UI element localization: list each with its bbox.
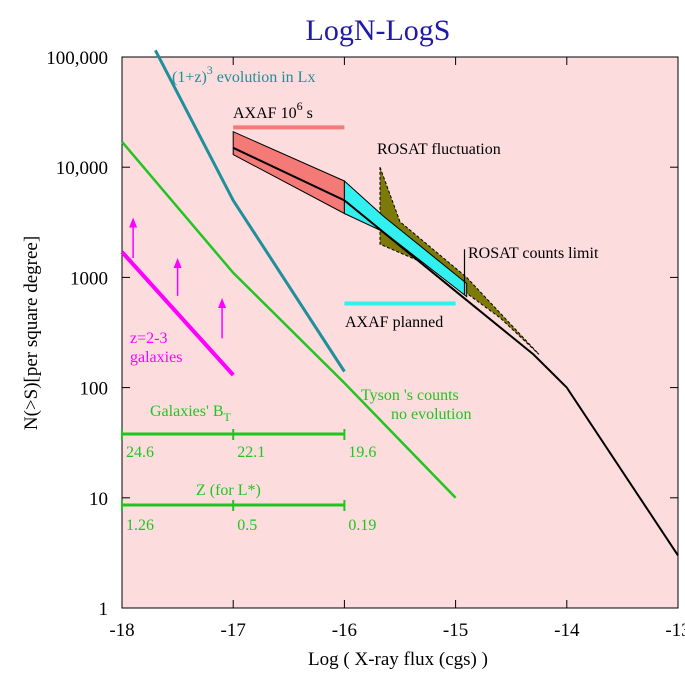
x-tick-label: -18 — [109, 620, 134, 641]
bt-scale-label: 22.1 — [237, 444, 265, 461]
tyson-label-line1: Tyson 's counts — [361, 387, 459, 404]
plot-area — [121, 56, 679, 609]
bt-scale-label: 24.6 — [126, 444, 154, 461]
y-tick-label: 10,000 — [56, 158, 108, 179]
galaxies-arrowhead-0 — [129, 217, 138, 228]
axaf-deep-label: AXAF 106 s — [233, 99, 313, 122]
z-scale-label: 0.5 — [237, 517, 257, 534]
rosat-counts-limit-label: ROSAT counts limit — [468, 245, 599, 262]
x-tick-label: -17 — [221, 620, 246, 641]
lines-layer — [120, 49, 679, 556]
y-tick-label: 100,000 — [46, 48, 108, 69]
series-tyson — [121, 140, 457, 499]
x-tick-label: -15 — [443, 620, 468, 641]
series-evolution — [154, 49, 346, 373]
axaf-deep-label-base: AXAF 10 — [233, 105, 297, 122]
bt-scale-label: Galaxies' BT — [150, 403, 232, 424]
bands-layer — [232, 130, 540, 355]
y-tick-label: 1 — [99, 599, 109, 620]
series-galaxies — [120, 250, 235, 377]
series-ideal — [232, 146, 679, 556]
evolution-annotation-base: (1+z) — [172, 69, 207, 86]
z-scale-label: 1.26 — [126, 517, 154, 534]
rosat-fluctuation-band — [379, 167, 540, 355]
z-scale-label: Z (for L*) — [196, 482, 261, 499]
x-axis-label: Log ( X-ray flux (cgs) ) — [308, 649, 488, 670]
bt-scale-label: 19.6 — [348, 444, 376, 461]
galaxies-arrowhead-2 — [218, 298, 227, 309]
galaxies-label-line2: galaxies — [130, 349, 182, 366]
y-tick-label: 100 — [80, 379, 109, 400]
evolution-annotation: (1+z)3 evolution in Lx — [172, 63, 315, 86]
rosat-fluctuation-label: ROSAT fluctuation — [377, 141, 501, 158]
galaxies-arrowhead-1 — [173, 257, 182, 268]
axaf-planned-band — [343, 179, 468, 298]
axaf-planned-label: AXAF planned — [345, 314, 443, 331]
evolution-annotation-rest: evolution in Lx — [213, 69, 316, 86]
x-tick-label: -14 — [554, 620, 580, 641]
bt-scale-label-sub: T — [224, 410, 232, 424]
y-tick-label: 10 — [89, 489, 108, 510]
galaxies-label-line1: z=2-3 — [130, 330, 167, 347]
scales-layer: 24.6 22.1 19.6 1.26 0.5 0.19 — [121, 429, 376, 534]
z-scale-label: 0.19 — [348, 517, 376, 534]
x-tick-label: -13 — [665, 620, 685, 641]
axaf-deep-label-rest: s — [303, 105, 313, 122]
tyson-label-line2: no evolution — [391, 406, 471, 423]
axaf-deep-label-sup: 6 — [297, 99, 303, 113]
y-tick-label: 1000 — [70, 268, 108, 289]
evolution-annotation-sup: 3 — [207, 63, 213, 77]
x-tick-label: -16 — [332, 620, 357, 641]
chart-title: LogN-LogS — [306, 14, 451, 47]
bt-scale-label-base: Galaxies' B — [150, 403, 224, 420]
ticks-layer: -18 -17 -16 -15 -14 -13 1 10 100 1000 10,000 100,00… — [46, 48, 685, 641]
y-axis-label: N(>S)[per square degree] — [21, 236, 42, 430]
